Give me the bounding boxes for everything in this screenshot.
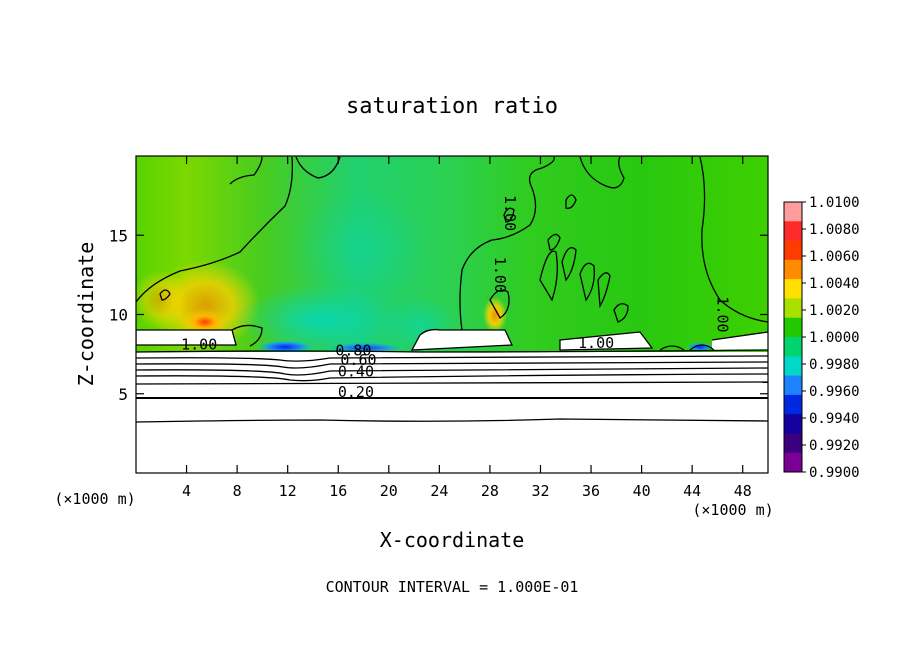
colorbar-swatch [784,337,802,357]
contour-label: 1.00 [501,195,519,231]
cloud-region [136,330,236,345]
blue-patch-3 [686,342,714,352]
contour-labels: 1.00 0.800.600.40 0.20 1.00 1.00 1.00 1.00 [181,195,731,401]
colorbar-swatch [784,356,802,377]
contour-label: 0.40 [338,362,374,380]
hot-patch [183,310,227,334]
y-tick-label: 10 [109,306,128,325]
contour-label: 0.60 [340,351,376,369]
x-tick-label: 48 [734,482,752,500]
x-tick-label: 12 [279,482,297,500]
contour-label: 0.80 [335,342,371,360]
contour-label: 1.00 [578,334,614,352]
y-axis-label: Z-coordinate [74,242,98,387]
colorbar-label: 1.0100 [809,195,860,211]
colorbar-label: 1.0080 [809,222,860,238]
colorbar-label: 1.0060 [809,249,860,265]
x-tick-label: 40 [633,482,651,500]
colorbar-label: 0.9980 [809,357,860,373]
cool-patch-3 [290,190,430,310]
colorbar-label: 1.0000 [809,330,860,346]
colorbar-swatch [784,240,802,261]
x-tick-label: 32 [531,482,549,500]
stable-layer [136,352,768,473]
colorbar-swatch [784,452,802,473]
colorbar-swatch [784,298,802,319]
x-tick-label: 44 [683,482,701,500]
x-tick-label: 8 [233,482,242,500]
colorbar-swatch [784,221,802,242]
colorbar: 1.0100 1.0080 1.0060 1.0040 1.0020 1.0000 0.99… [783,195,860,481]
blue-patch [255,340,315,354]
colorbar-label: 1.0040 [809,276,860,292]
colorbar-swatch [784,202,802,222]
cloud-region-3 [560,332,652,350]
cloud-region-4 [712,332,768,350]
contour-label: 1.00 [713,296,731,332]
chart-title: saturation ratio [346,94,558,119]
colorbar-label: 0.9900 [809,465,860,481]
warm-patch-3 [483,297,507,333]
contour-interval: CONTOUR INTERVAL = 1.000E-01 [326,578,579,596]
colorbar-swatch [784,317,802,338]
colorbar-swatch [784,259,802,280]
cloud-region-2 [412,329,512,350]
contour-lines [136,156,768,423]
x-unit-right: (×1000 m) [692,501,773,519]
colorbar-label: 0.9940 [809,411,860,427]
x-tick-label: 36 [582,482,600,500]
colorbar-swatch [784,279,802,299]
x-tick-label: 16 [329,482,347,500]
x-tick-label: 4 [182,482,191,500]
contour-label: 0.20 [338,383,374,401]
contour-label: 1.00 [181,335,217,353]
plot-area [135,155,769,474]
x-unit-left: (×1000 m) [54,490,135,508]
y-tick-label: 15 [109,226,128,245]
colorbar-swatch [784,375,802,396]
colorbar-swatch [784,433,802,454]
x-tick-label: 20 [380,482,398,500]
x-tick-label: 28 [481,482,499,500]
x-axis-label: X-coordinate [380,528,525,552]
warm-patch-2 [136,270,188,330]
colorbar-label: 0.9920 [809,438,860,454]
colorbar-swatch [784,394,802,415]
y-tick-label: 5 [118,385,128,404]
colorbar-label: 1.0020 [809,303,860,319]
colorbar-label: 0.9960 [809,384,860,400]
colorbar-swatch [784,414,802,434]
contour-label: 1.00 [491,257,509,293]
x-tick-label: 24 [430,482,448,500]
